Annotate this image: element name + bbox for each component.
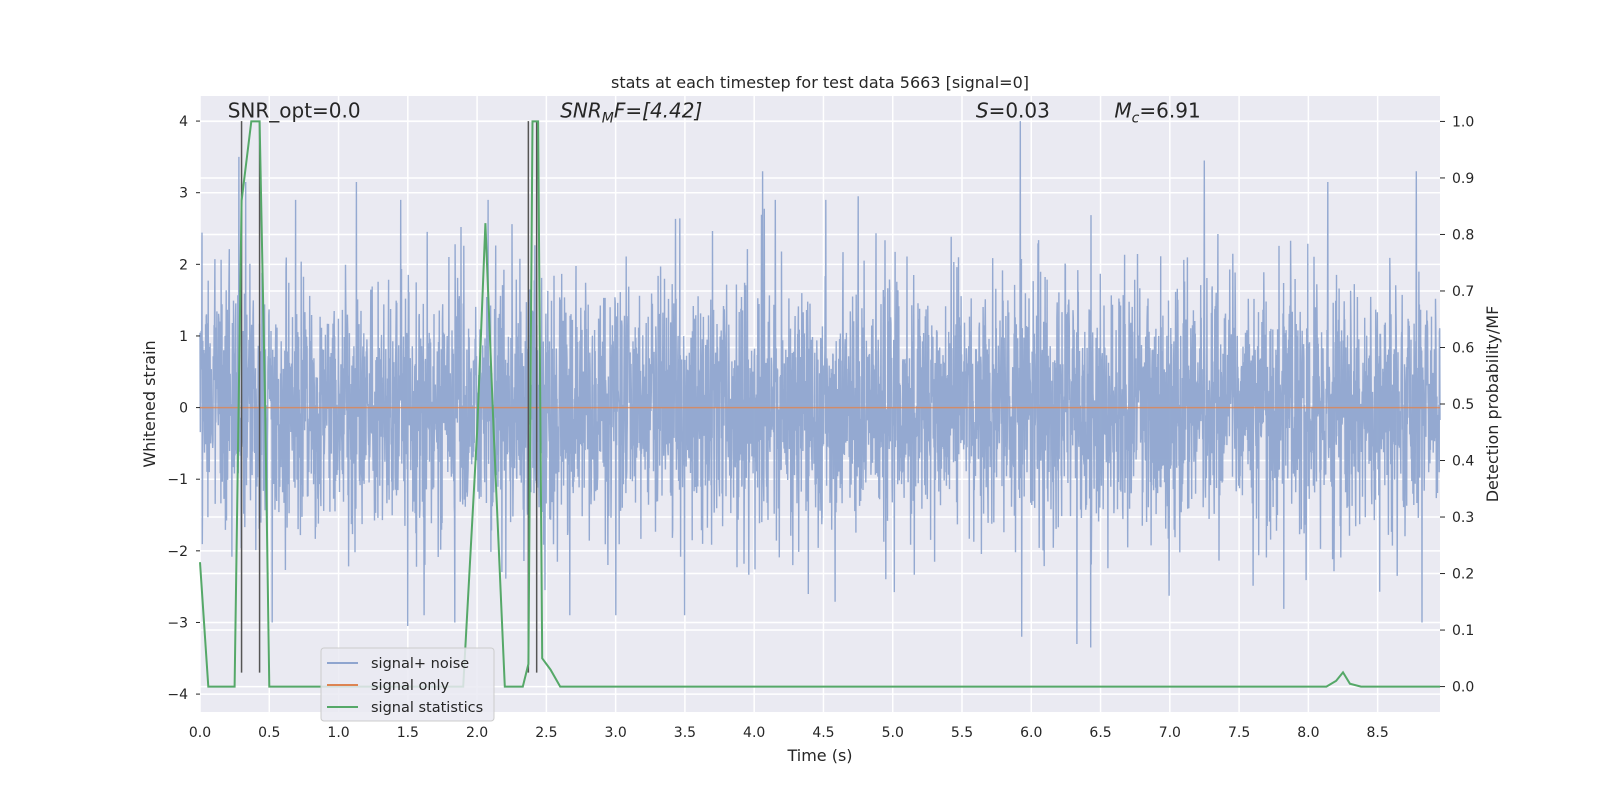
y-right-tick-label: 0.8	[1452, 227, 1474, 243]
x-tick-label: 8.5	[1367, 725, 1389, 741]
x-tick-label: 5.0	[882, 725, 904, 741]
x-tick-label: 1.5	[397, 725, 419, 741]
s-annotation: S=0.03	[976, 98, 1050, 122]
x-axis-label: Time (s)	[786, 746, 852, 765]
legend-label-noise: signal+ noise	[371, 656, 469, 672]
y-left-tick-label: 3	[179, 186, 188, 202]
s-symbol: S	[976, 98, 989, 122]
y-right-tick-label: 0.2	[1452, 567, 1474, 583]
y-right-tick-label: 0.6	[1452, 340, 1474, 356]
chart-title: stats at each timestep for test data 566…	[611, 73, 1029, 92]
snr-mf-value: F=[4.42]	[614, 98, 702, 122]
mc-value: =6.91	[1139, 98, 1200, 122]
snr-mf-subscript: M	[602, 110, 614, 126]
x-tick-label: 8.0	[1297, 725, 1319, 741]
x-tick-label: 2.0	[466, 725, 488, 741]
legend: signal+ noise signal only signal statist…	[320, 647, 495, 722]
y-right-tick-label: 0.3	[1452, 510, 1474, 526]
y-axis-label-left: Whitened strain	[140, 340, 159, 467]
x-tick-label: 6.5	[1089, 725, 1111, 741]
x-tick-label: 1.0	[327, 725, 349, 741]
s-value: =0.03	[989, 98, 1050, 122]
x-tick-label: 2.5	[535, 725, 557, 741]
y-left-tick-label: 4	[179, 114, 188, 130]
y-right-tick-label: 0.5	[1452, 397, 1474, 413]
legend-box	[320, 647, 495, 722]
x-tick-label: 4.5	[812, 725, 834, 741]
tick-labels: 0.0 0.5 1.0 1.5 2.0 2.5 3.0 3.5 4.0 4.5 5.0 5.5 6.0 6…	[167, 114, 1474, 741]
x-tick-label: 0.5	[258, 725, 280, 741]
y-axis-label-right: Detection probability/MF	[1483, 306, 1502, 503]
y-left-tick-label: −2	[167, 544, 188, 560]
y-right-tick-label: 0.1	[1452, 623, 1474, 639]
snr-mf-symbol: SNR	[560, 98, 602, 122]
x-tick-label: 7.5	[1228, 725, 1250, 741]
signal-statistics-line	[199, 120, 1440, 688]
mc-subscript: c	[1132, 110, 1140, 126]
y-right-tick-label: 1.0	[1452, 114, 1474, 130]
x-tick-label: 5.5	[951, 725, 973, 741]
x-tick-label: 6.0	[1020, 725, 1042, 741]
annotations: SNR_opt=0.0 SNRMF=[4.42] S=0.03 Mc=6.91	[228, 98, 1201, 126]
signal-noise-series	[199, 121, 1441, 648]
y-right-tick-label: 0.0	[1452, 680, 1474, 696]
y-left-tick-label: 0	[179, 401, 188, 417]
y-left-tick-label: 2	[179, 257, 188, 273]
mc-annotation: Mc=6.91	[1114, 98, 1200, 126]
legend-label-signal: signal only	[371, 678, 450, 694]
snr-mf-annotation: SNRMF=[4.42]	[560, 98, 702, 126]
legend-label-statistics: signal statistics	[371, 700, 483, 716]
y-right-tick-label: 0.7	[1452, 284, 1474, 300]
x-tick-label: 4.0	[743, 725, 765, 741]
y-left-tick-label: −3	[167, 615, 188, 631]
x-tick-label: 3.0	[605, 725, 627, 741]
y-right-tick-label: 0.9	[1452, 171, 1474, 187]
y-left-tick-label: 1	[179, 329, 188, 345]
mc-symbol: M	[1114, 98, 1131, 122]
y-left-tick-label: −1	[167, 472, 188, 488]
y-right-tick-label: 0.4	[1452, 454, 1474, 470]
signal-noise-line	[199, 121, 1441, 648]
x-tick-label: 0.0	[189, 725, 211, 741]
x-tick-label: 3.5	[674, 725, 696, 741]
snr-opt-annotation: SNR_opt=0.0	[228, 98, 361, 122]
signal-statistics-series	[199, 120, 1440, 688]
x-tick-label: 7.0	[1159, 725, 1181, 741]
y-left-tick-label: −4	[167, 687, 188, 703]
